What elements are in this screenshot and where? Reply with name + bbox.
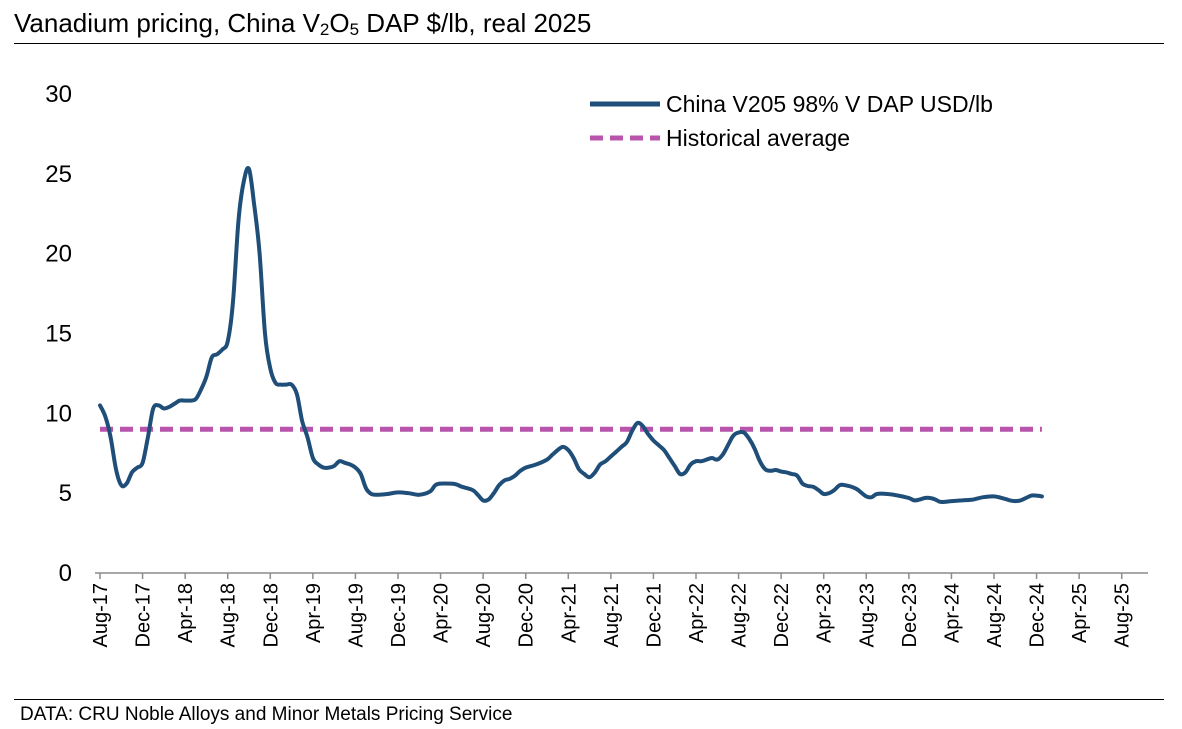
y-tick-label: 25 (45, 161, 72, 188)
y-tick-label: 5 (59, 480, 72, 507)
line-chart: 0 5 10 15 20 25 30 Aug-17 Dec-17 Apr-18 Aug-18 Dec… (45, 81, 1148, 648)
x-tick-label: Apr-18 (175, 583, 197, 643)
series-layer (98, 166, 1044, 504)
y-tick-label: 30 (45, 81, 72, 108)
price-series-line (98, 166, 1044, 504)
x-tick-label: Dec-24 (1027, 583, 1049, 647)
x-tick-label: Apr-21 (558, 583, 580, 643)
x-tick-label: Aug-18 (218, 583, 240, 648)
y-tick-label: 20 (45, 241, 72, 268)
y-tick-label: 10 (45, 400, 72, 427)
x-tick-label: Dec-20 (516, 583, 538, 647)
x-tick-label: Aug-25 (1112, 583, 1134, 648)
x-tick-label: Aug-19 (345, 583, 367, 648)
y-tick-label: 0 (59, 560, 72, 587)
x-tick-label: Aug-24 (984, 583, 1006, 648)
x-tick-label: Apr-23 (814, 583, 836, 643)
x-tick-label: Apr-20 (431, 583, 453, 643)
x-axis: Aug-17 Dec-17 Apr-18 Aug-18 Dec-18 Apr-19 Aug-… (90, 573, 1134, 648)
legend: China V205 98% V DAP USD/lb Historical a… (590, 91, 993, 151)
x-tick-label: Aug-17 (90, 583, 112, 648)
chart-title: Vanadium pricing, China V2O5 DAP $/lb, r… (14, 8, 592, 39)
x-tick-label: Dec-18 (260, 583, 282, 647)
x-tick-label: Apr-24 (941, 583, 963, 643)
x-tick-label: Aug-20 (473, 583, 495, 648)
x-tick-label: Apr-22 (686, 583, 708, 643)
source-note: DATA: CRU Noble Alloys and Minor Metals … (20, 704, 513, 725)
x-tick-label: Aug-21 (601, 583, 623, 648)
x-tick-label: Dec-17 (133, 583, 155, 647)
x-tick-label: Apr-19 (303, 583, 325, 643)
x-tick-label: Aug-22 (729, 583, 751, 648)
y-tick-label: 15 (45, 321, 72, 348)
legend-label-price: China V205 98% V DAP USD/lb (666, 91, 993, 117)
x-tick-label: Dec-23 (899, 583, 921, 647)
legend-label-average: Historical average (666, 125, 850, 151)
x-tick-label: Dec-22 (771, 583, 793, 647)
source-divider (14, 699, 1164, 700)
x-tick-label: Apr-25 (1069, 583, 1091, 643)
x-tick-label: Dec-19 (388, 583, 410, 647)
x-tick-label: Aug-23 (856, 583, 878, 648)
y-axis: 0 5 10 15 20 25 30 (45, 81, 72, 587)
title-divider (14, 43, 1164, 44)
x-tick-label: Dec-21 (643, 583, 665, 647)
